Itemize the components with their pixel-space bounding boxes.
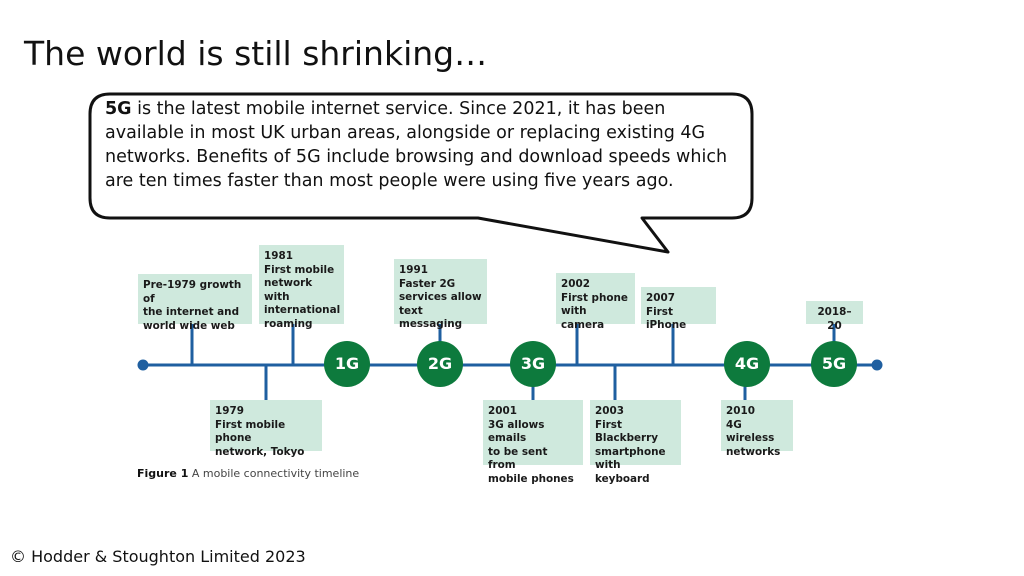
generation-2g: 2G	[417, 341, 463, 387]
event-box-2001: 2001 3G allows emails to be sent from mo…	[483, 400, 583, 485]
event-box-2010: 2010 4G wireless networks	[721, 400, 793, 458]
event-box-2002: 2002 First phone with camera	[556, 273, 635, 331]
event-box-1981: 1981 First mobile network with internati…	[259, 245, 344, 330]
generation-5g: 5G	[811, 341, 857, 387]
event-box-2018: 2018–20	[806, 301, 863, 332]
generation-3g: 3G	[510, 341, 556, 387]
timeline-end-dot	[871, 359, 883, 371]
figure-caption: Figure 1 A mobile connectivity timeline	[137, 467, 359, 480]
bubble-lead: 5G	[105, 99, 132, 119]
timeline-start-dot	[137, 359, 149, 371]
caption-text: A mobile connectivity timeline	[188, 467, 360, 480]
caption-label: Figure 1	[137, 467, 189, 480]
event-box-2007: 2007 First iPhone	[641, 287, 716, 331]
copyright-notice: © Hodder & Stoughton Limited 2023	[10, 547, 306, 566]
event-box-1991: 1991 Faster 2G services allow text messa…	[394, 259, 487, 330]
bubble-text: 5G is the latest mobile internet service…	[105, 97, 745, 193]
event-box-1979: 1979 First mobile phone network, Tokyo	[210, 400, 322, 458]
slide-title: The world is still shrinking…	[24, 34, 488, 73]
bubble-body: is the latest mobile internet service. S…	[105, 99, 728, 191]
generation-4g: 4G	[724, 341, 770, 387]
generation-1g: 1G	[324, 341, 370, 387]
event-box-2003: 2003 First Blackberry smartphone with ke…	[590, 400, 681, 485]
event-box-pre1979: Pre-1979 growth of the internet and worl…	[138, 274, 252, 332]
